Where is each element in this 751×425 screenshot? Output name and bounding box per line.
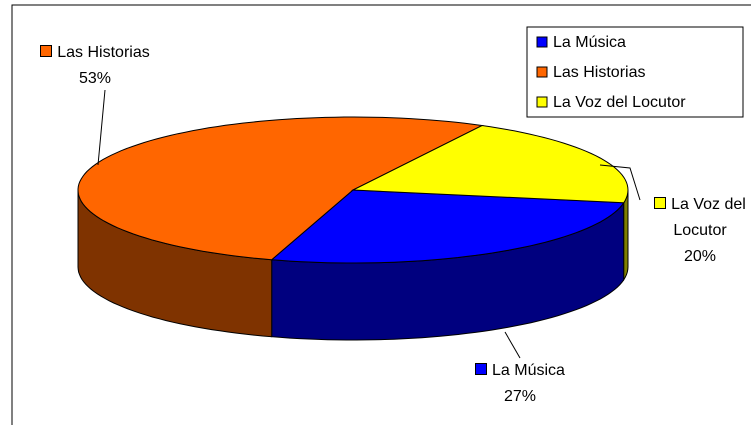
leader-line [599,164,641,201]
pie-slice [351,124,629,204]
label-category: La Voz del Locutor [671,196,746,239]
leader-line [504,331,521,359]
legend-label: La Voz del Locutor [553,94,686,111]
pie-slice [270,189,625,264]
pie-side [623,189,629,282]
legend-label: La Música [553,34,626,51]
data-label: Las Historias 53% [20,40,170,92]
label-line: Las Historias [20,40,170,66]
label-percent: 27% [503,388,537,405]
legend-label: Las Historias [553,64,645,81]
legend-swatch [536,36,548,48]
label-swatch [40,45,53,57]
legend: La Música Las Historias La Voz del Locutor [536,34,686,111]
label-swatch [654,197,667,209]
legend-box [526,26,744,118]
label-percent: 53% [78,70,112,87]
pie [77,116,629,341]
legend-swatch [536,66,548,78]
data-label: La Música 27% [430,358,610,410]
label-category: Las Historias [57,44,150,61]
label-swatch [475,363,488,375]
legend-swatch [536,96,548,108]
leader-line [97,89,106,166]
data-label: La Voz del Locutor 20% [630,192,751,270]
pie-slice [77,116,484,261]
label-line: La Voz del Locutor [630,192,751,244]
label-category: La Música [492,362,565,379]
label-line: La Música [430,358,610,384]
label-percent: 20% [683,248,717,265]
